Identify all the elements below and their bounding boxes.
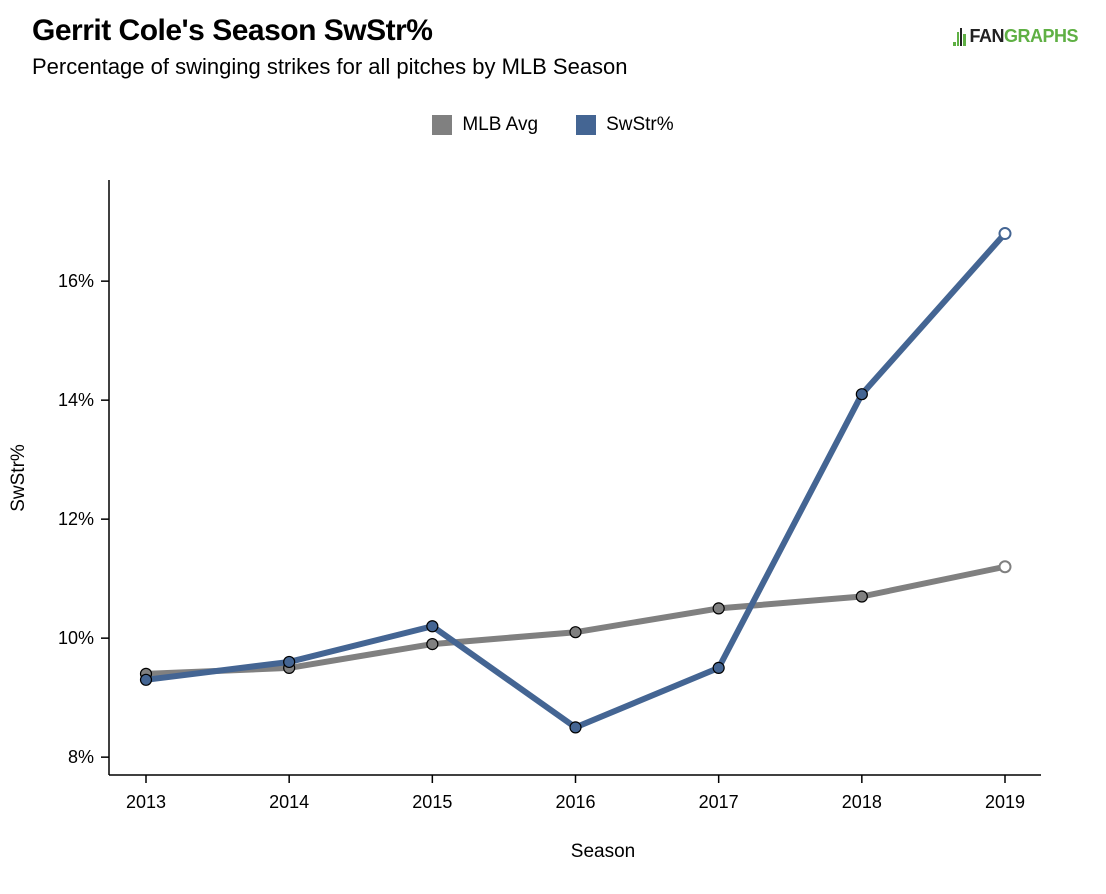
fangraphs-logo-icon: [953, 27, 967, 46]
legend-label-mlb-avg: MLB Avg: [462, 114, 539, 135]
data-point-swstr: [712, 661, 725, 675]
x-tick-label: 2017: [699, 792, 739, 812]
y-tick-label: 10%: [58, 628, 94, 648]
legend-swatch-swstr: [576, 115, 597, 135]
data-point-swstr: [855, 388, 868, 401]
data-point-mlb-avg: [712, 602, 725, 615]
chart-legend: MLB Avg SwStr%: [0, 114, 1106, 136]
x-tick-label: 2016: [555, 792, 595, 812]
data-point-swstr: [139, 673, 153, 686]
fangraphs-logo[interactable]: FAN GRAPHS: [953, 26, 1079, 47]
x-tick-label: 2015: [412, 792, 452, 812]
y-tick-label: 16%: [58, 271, 94, 291]
legend-item-mlb-avg[interactable]: MLB Avg: [432, 114, 538, 136]
chart-title: Gerrit Cole's Season SwStr%: [32, 14, 433, 47]
series-layer: [139, 227, 1012, 734]
y-tick-label: 14%: [58, 390, 94, 410]
data-point-swstr: [569, 721, 582, 734]
x-tick-label: 2018: [842, 792, 882, 812]
legend-swatch-mlb-avg: [432, 115, 453, 135]
data-point-swstr: [998, 227, 1012, 241]
axis-ticks: 2013 2014 2015 2016 2017 2018 2019 8% 10% 12% 14% 1…: [58, 271, 1025, 812]
chart-subtitle: Percentage of swinging strikes for all p…: [32, 54, 628, 79]
legend-item-swstr[interactable]: SwStr%: [576, 114, 674, 136]
data-point-mlb-avg: [569, 626, 582, 639]
y-tick-label: 8%: [68, 747, 94, 767]
x-tick-label: 2013: [126, 792, 166, 812]
legend-label-swstr: SwStr%: [606, 114, 674, 135]
y-axis-title: SwStr%: [8, 444, 29, 512]
series-line-mlb-avg: [143, 563, 1008, 677]
y-tick-label: 12%: [58, 509, 94, 529]
data-point-mlb-avg: [998, 560, 1012, 574]
logo-text-fan: FAN: [969, 26, 1004, 46]
x-tick-label: 2019: [985, 792, 1025, 812]
data-point-swstr: [283, 655, 296, 669]
series-line-swstr: [143, 230, 1008, 731]
x-tick-label: 2014: [269, 792, 309, 812]
x-axis-title: Season: [571, 841, 635, 862]
data-point-swstr: [426, 620, 439, 633]
logo-text-graphs: GRAPHS: [1003, 26, 1079, 46]
data-point-mlb-avg: [426, 637, 439, 651]
data-point-mlb-avg: [855, 590, 868, 603]
